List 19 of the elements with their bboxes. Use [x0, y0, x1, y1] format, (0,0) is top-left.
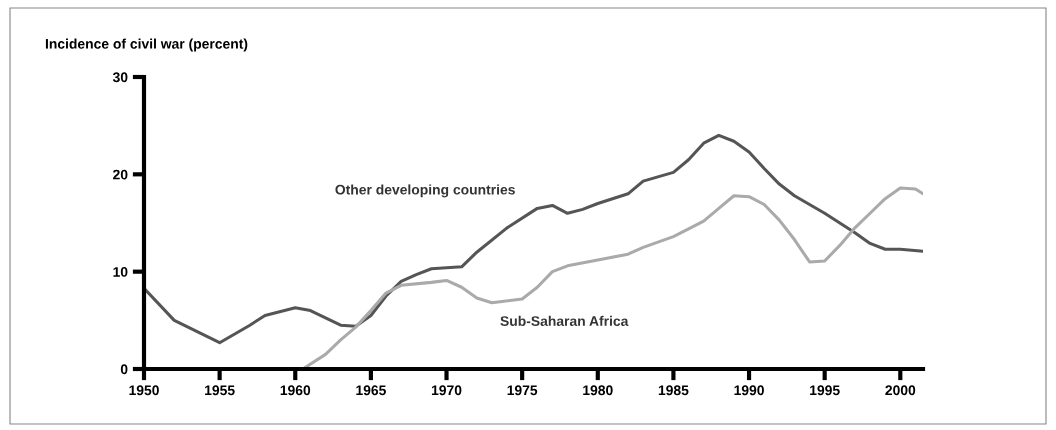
x-tick-label: 1970	[431, 385, 462, 396]
x-tick-label: 2000	[885, 385, 916, 396]
x-tick-label: 1975	[507, 385, 538, 396]
x-tick-label: 1985	[658, 385, 689, 396]
x-tick-label: 1955	[205, 385, 235, 396]
x-tick-label: 1980	[583, 385, 613, 396]
chart-title: Incidence of civil war (percent)	[45, 38, 248, 52]
y-tick-label: 20	[113, 169, 128, 180]
series-label: Sub-Saharan Africa	[500, 315, 629, 327]
y-tick-label: 30	[112, 72, 128, 83]
x-tick-label: 1995	[810, 385, 840, 396]
x-tick-label: 1960	[280, 385, 311, 396]
y-tick-label: 10	[113, 267, 128, 277]
x-tick-label: 1950	[129, 385, 159, 396]
series-label: Other developing countries	[335, 184, 515, 198]
x-tick-label: 1965	[356, 385, 386, 396]
x-tick-label: 1990	[734, 385, 764, 396]
line-series	[144, 133, 923, 345]
y-tick-label: 0	[120, 364, 128, 375]
